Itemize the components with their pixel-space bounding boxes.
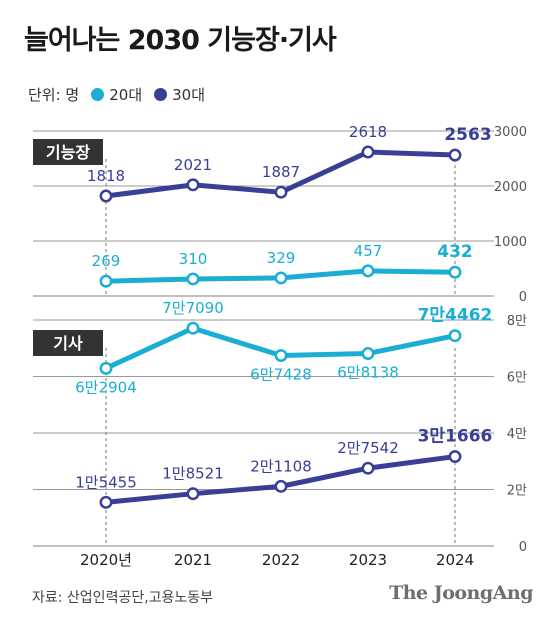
y-tick-label-1-4: 8만 xyxy=(507,314,527,329)
data-label-0-0-2: 1887 xyxy=(262,163,300,181)
data-label-0-1-0: 269 xyxy=(92,252,121,270)
data-point-0-0-3 xyxy=(361,145,375,159)
data-label-1-0-0: 6만2904 xyxy=(75,378,137,396)
panel-tag-bg-1 xyxy=(33,330,103,356)
data-point-0-0-4 xyxy=(448,148,462,162)
data-point-1-1-2 xyxy=(274,479,288,493)
source-note: 자료: 산업인력공단,고용노동부 xyxy=(32,590,214,606)
data-point-1-1-3 xyxy=(361,461,375,475)
legend-label-20s: 20대 xyxy=(109,86,143,104)
panel-tag-bg-0 xyxy=(33,139,103,165)
data-label-0-0-1: 2021 xyxy=(174,156,212,174)
data-label-1-0-1: 7만7090 xyxy=(162,299,224,317)
x-tick-label-1: 2021 xyxy=(174,551,212,569)
data-label-0-0-0: 1818 xyxy=(87,167,125,185)
data-point-1-0-3 xyxy=(361,347,375,360)
y-tick-label-1-3: 6만 xyxy=(507,371,527,386)
data-label-1-0-4: 7만4462 xyxy=(418,306,493,326)
data-label-0-1-3: 457 xyxy=(354,242,383,260)
data-point-1-0-0 xyxy=(99,361,113,375)
data-label-0-1-2: 329 xyxy=(267,249,296,267)
y-tick-label-1-1: 2만 xyxy=(507,484,527,499)
data-label-0-1-4: 432 xyxy=(437,242,473,262)
data-point-0-1-4 xyxy=(448,265,462,279)
data-point-0-1-1 xyxy=(186,272,200,286)
legend-swatch-30s xyxy=(154,88,168,101)
data-label-1-0-2: 6만7428 xyxy=(250,366,312,384)
data-point-0-1-0 xyxy=(99,274,113,288)
x-tick-label-0: 2020년 xyxy=(80,551,132,569)
y-tick-label-1-2: 4만 xyxy=(507,427,527,442)
data-label-0-0-3: 2618 xyxy=(349,123,387,141)
data-point-0-1-3 xyxy=(361,264,375,278)
chart-title: 늘어나는 2030 기능장·기사 xyxy=(24,25,337,56)
legend-item-20s: 20대 xyxy=(79,84,142,105)
data-point-1-1-0 xyxy=(99,495,113,509)
y-tick-label-1-0: 0 xyxy=(519,540,527,555)
y-tick-label-0-0: 0 xyxy=(519,290,527,305)
x-tick-label-4: 2024 xyxy=(436,551,474,569)
publisher-logo: The JoongAng xyxy=(389,582,533,604)
data-point-0-0-2 xyxy=(274,185,288,199)
legend-label-30s: 30대 xyxy=(172,86,206,104)
data-point-1-0-2 xyxy=(274,349,288,362)
data-point-0-0-0 xyxy=(99,189,113,203)
data-label-1-1-3: 2만7542 xyxy=(337,439,399,457)
legend-item-30s: 30대 xyxy=(142,84,205,105)
data-point-1-0-4 xyxy=(448,329,462,343)
data-label-1-1-2: 2만1108 xyxy=(250,457,312,475)
data-point-1-1-4 xyxy=(448,450,462,463)
x-tick-label-2: 2022 xyxy=(262,551,300,569)
y-tick-label-0-3: 3000 xyxy=(494,125,527,140)
data-label-0-0-4: 2563 xyxy=(444,125,491,145)
series-line-1-0 xyxy=(103,325,458,371)
data-point-1-0-1 xyxy=(186,321,200,335)
data-label-0-1-1: 310 xyxy=(179,250,208,268)
data-point-1-1-1 xyxy=(186,487,200,501)
unit-label: 단위: 명 xyxy=(28,86,80,104)
legend-swatch-20s xyxy=(91,88,105,101)
data-point-0-0-1 xyxy=(186,178,200,192)
panel-tag-1: 기사 xyxy=(53,334,83,353)
y-tick-label-0-1: 1000 xyxy=(494,235,527,250)
data-label-1-1-1: 1만8521 xyxy=(162,465,224,483)
data-label-1-0-3: 6만8138 xyxy=(337,364,399,382)
y-tick-label-0-2: 2000 xyxy=(494,180,527,195)
panel-tag-0: 기능장 xyxy=(46,143,90,162)
legend: 단위: 명 20대 30대 xyxy=(28,84,205,105)
data-point-0-1-2 xyxy=(274,271,288,285)
data-label-1-1-0: 1만5455 xyxy=(75,473,137,491)
data-label-1-1-4: 3만1666 xyxy=(418,427,493,447)
x-tick-label-3: 2023 xyxy=(349,551,387,569)
